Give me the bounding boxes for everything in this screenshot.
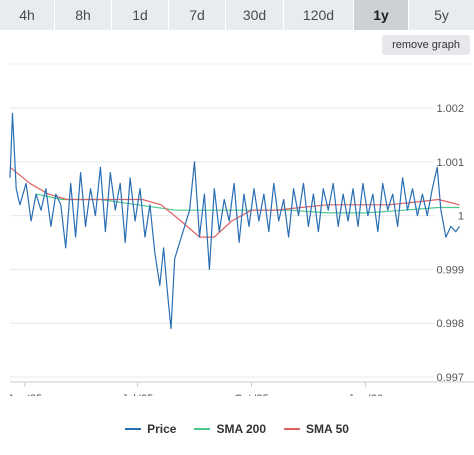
x-tick-label: Apr '25 — [8, 393, 43, 396]
legend-swatch — [284, 428, 301, 430]
tab-4h[interactable]: 4h — [0, 0, 55, 30]
legend-item-sma-50[interactable]: SMA 50 — [284, 422, 349, 436]
y-tick-label: 0.997 — [436, 372, 464, 384]
price-chart: 1.002 1.001 1 0.999 0.998 0.997 Apr '25 Jul '25… — [8, 63, 474, 396]
tab-1y[interactable]: 1y — [354, 0, 409, 30]
legend-label: Price — [147, 422, 177, 436]
tab-5y[interactable]: 5y — [409, 0, 474, 30]
series-line-price — [9, 112, 460, 330]
legend-swatch — [194, 428, 211, 430]
remove-graph-button[interactable]: remove graph — [382, 35, 470, 55]
tab-8h[interactable]: 8h — [55, 0, 112, 30]
legend-label: SMA 50 — [306, 422, 349, 436]
legend-label: SMA 200 — [216, 422, 267, 436]
y-tick-label: 1.002 — [436, 103, 464, 115]
x-tick-label: Jan '26 — [348, 393, 383, 396]
chart-legend: Price SMA 200 SMA 50 — [0, 418, 474, 440]
x-tick-label: Oct '25 — [234, 393, 269, 396]
legend-item-sma-200[interactable]: SMA 200 — [194, 422, 266, 436]
y-tick-label: 0.999 — [436, 264, 464, 276]
y-tick-label: 1.001 — [436, 157, 464, 169]
y-tick-label: 0.998 — [436, 318, 464, 330]
legend-item-price[interactable]: Price — [125, 422, 176, 436]
tab-120d[interactable]: 120d — [284, 0, 354, 30]
x-tick-label: Jul '25 — [122, 393, 153, 396]
series-line-sma-50 — [9, 166, 460, 238]
timeframe-tabs: 4h 8h 1d 7d 30d 120d 1y 5y — [0, 0, 474, 30]
tab-1d[interactable]: 1d — [112, 0, 169, 30]
legend-swatch — [125, 428, 142, 430]
tab-30d[interactable]: 30d — [226, 0, 284, 30]
y-tick-label: 1 — [458, 211, 464, 223]
tab-7d[interactable]: 7d — [169, 0, 226, 30]
